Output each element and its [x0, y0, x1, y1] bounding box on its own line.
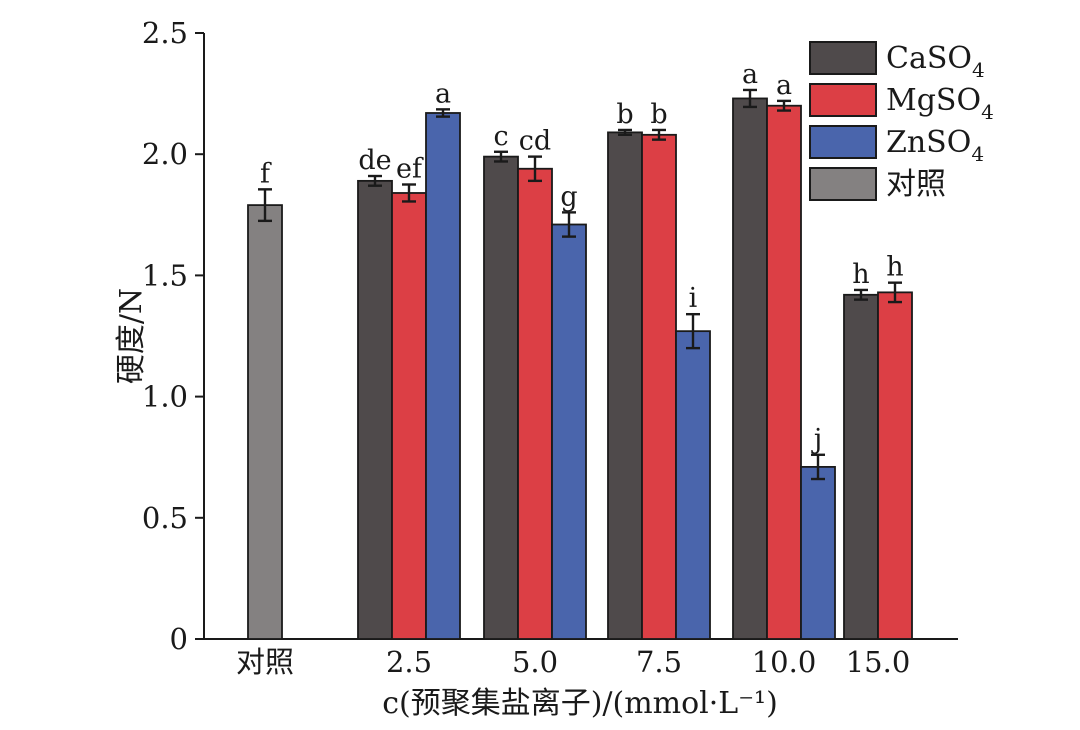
bar-caso4 — [483, 155, 519, 640]
legend-swatch-mgso4 — [809, 83, 877, 117]
bar-caso4 — [357, 179, 393, 640]
bars — [247, 97, 913, 640]
significance-label: i — [689, 283, 698, 314]
significance-label: j — [811, 424, 822, 455]
bar-对照 — [247, 204, 283, 640]
significance-label: h — [852, 259, 869, 290]
bar-caso4 — [607, 131, 643, 640]
y-tick-label: 2.5 — [142, 16, 188, 50]
y-tick-label: 1.5 — [142, 258, 188, 292]
x-tick-label: 对照 — [236, 645, 294, 679]
x-tick-label: 5.0 — [512, 645, 558, 679]
significance-label: cd — [519, 126, 551, 157]
y-tick-label: 0 — [170, 622, 188, 656]
significance-label: c — [493, 121, 508, 152]
significance-label: ef — [396, 154, 424, 185]
x-ticks: 对照 2.5 5.0 7.5 10.0 15.0 — [236, 645, 910, 679]
legend-label: 对照 — [886, 167, 946, 202]
significance-label: b — [650, 99, 667, 130]
legend-swatch-对照 — [809, 167, 877, 201]
y-axis-title: 硬度/N — [114, 288, 149, 384]
significance-label: b — [616, 99, 633, 130]
bar-znso4 — [800, 465, 836, 640]
legend-label: MgSO4 — [886, 83, 994, 124]
error-bars — [258, 88, 902, 481]
x-tick-label: 15.0 — [846, 645, 911, 679]
bar-znso4 — [675, 330, 711, 640]
y-tick-label: 2.0 — [142, 137, 188, 171]
legend-label: CaSO4 — [886, 41, 985, 82]
bar-mgso4 — [766, 104, 802, 640]
significance-label: f — [260, 158, 272, 189]
y-tick-label: 0.5 — [142, 501, 188, 535]
bar-mgso4 — [391, 192, 427, 640]
y-ticks: 0 0.5 1.0 1.5 2.0 2.5 — [142, 16, 204, 656]
bar-znso4 — [551, 223, 587, 640]
legend-swatch-caso4 — [809, 41, 877, 75]
x-tick-label: 2.5 — [386, 645, 432, 679]
x-tick-label: 7.5 — [636, 645, 682, 679]
significance-label: de — [358, 145, 391, 176]
bar-mgso4 — [877, 291, 913, 640]
bar-caso4 — [843, 293, 879, 640]
legend-swatch-znso4 — [809, 125, 877, 159]
y-tick-label: 1.0 — [142, 380, 188, 414]
significance-label: g — [560, 181, 577, 212]
significance-label: a — [776, 70, 792, 101]
bar-mgso4 — [517, 167, 553, 640]
bar-mgso4 — [641, 133, 677, 640]
x-axis-title: c(预聚集盐离子)/(mmol·L⁻¹) — [382, 686, 778, 721]
significance-label: a — [435, 78, 451, 109]
significance-label: h — [886, 252, 903, 283]
legend-label: ZnSO4 — [886, 125, 984, 166]
x-tick-label: 10.0 — [752, 645, 817, 679]
bar-caso4 — [732, 97, 768, 640]
bar-znso4 — [425, 112, 461, 640]
significance-label: a — [742, 59, 758, 90]
